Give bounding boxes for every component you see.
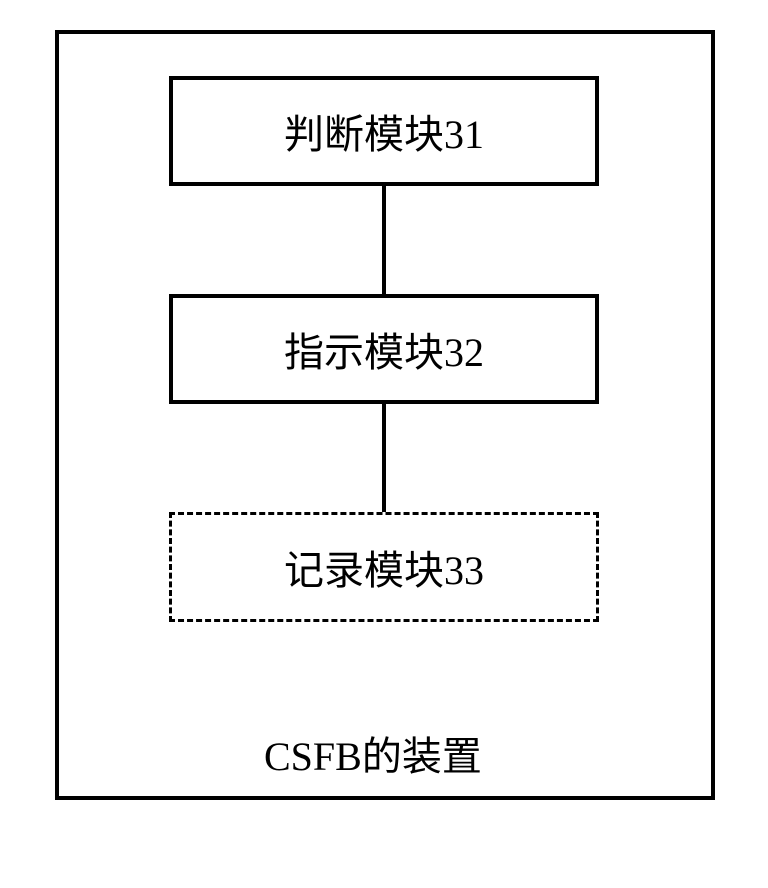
outer-frame: 判断模块31 指示模块32 记录模块33 CSFB的装置 xyxy=(55,30,715,800)
node-module-31: 判断模块31 xyxy=(169,76,599,186)
node-module-32: 指示模块32 xyxy=(169,294,599,404)
node-label-module-33: 记录模块33 xyxy=(284,538,484,596)
node-module-33: 记录模块33 xyxy=(169,512,599,622)
diagram-caption: CSFB的装置 xyxy=(264,724,482,782)
node-label-module-32: 指示模块32 xyxy=(284,320,484,378)
node-label-module-31: 判断模块31 xyxy=(284,102,484,160)
edge-module-31-module-32 xyxy=(382,186,386,294)
edge-module-32-module-33 xyxy=(382,404,386,512)
